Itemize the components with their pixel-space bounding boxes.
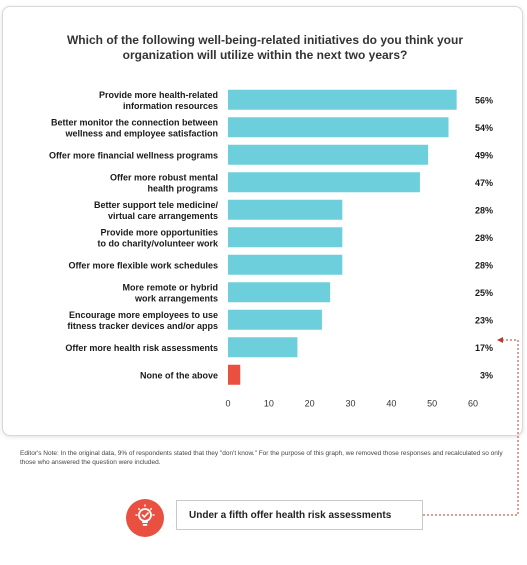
x-tick-label: 20: [305, 399, 315, 409]
category-label: Encourage more employees to use fitness t…: [67, 310, 218, 331]
bar: [228, 117, 449, 138]
bar-chart: Provide more health-related information r…: [49, 89, 493, 409]
bar: [228, 144, 429, 165]
x-tick-label: 40: [386, 399, 396, 409]
lightbulb-icon: [125, 498, 165, 538]
x-tick-label: 50: [427, 399, 437, 409]
value-label: 28%: [475, 233, 493, 243]
value-label: 47%: [475, 178, 493, 188]
value-label: 28%: [475, 260, 493, 270]
category-label: Offer more health risk assessments: [65, 343, 218, 353]
chart-title: Which of the following well-being-relate…: [30, 33, 500, 63]
bar: [228, 199, 343, 220]
bar: [228, 172, 420, 193]
value-label: 23%: [475, 315, 493, 325]
value-label: 49%: [475, 150, 493, 160]
category-label: Better monitor the connection between wel…: [51, 117, 218, 138]
chart-title-line-2: organization will utilize within the nex…: [122, 48, 408, 62]
value-label: 3%: [480, 370, 493, 380]
bar: [228, 364, 241, 385]
category-label: More remote or hybrid work arrangements: [122, 282, 218, 303]
value-label: 25%: [475, 288, 493, 298]
category-label: Offer more robust mental health programs: [110, 172, 218, 193]
category-label: Provide more health-related information r…: [99, 90, 218, 111]
chart-card: [2, 6, 523, 436]
category-label: Offer more flexible work schedules: [68, 260, 218, 270]
bar: [228, 227, 343, 248]
value-label: 28%: [475, 205, 493, 215]
bar: [228, 337, 298, 358]
chart-title-line-1: Which of the following well-being-relate…: [66, 33, 463, 47]
x-tick-label: 10: [264, 399, 274, 409]
x-tick-label: 60: [468, 399, 478, 409]
callout-text: Under a fifth offer health risk assessme…: [189, 510, 392, 521]
value-label: 56%: [475, 95, 493, 105]
category-label: Offer more financial wellness programs: [49, 150, 218, 160]
x-tick-label: 0: [225, 399, 230, 409]
category-label: Better support tele medicine/virtual car…: [94, 200, 219, 221]
category-label: None of the above: [140, 370, 218, 380]
value-label: 54%: [475, 123, 493, 133]
x-tick-label: 30: [345, 399, 355, 409]
editors-note: Editor's Note: In the original data, 9% …: [20, 450, 503, 466]
value-label: 17%: [475, 343, 493, 353]
bar: [228, 89, 457, 110]
bar: [228, 282, 331, 303]
bar: [228, 309, 322, 330]
callout-box: Under a fifth offer health risk assessme…: [176, 500, 423, 530]
bar: [228, 254, 343, 275]
category-label: Provide more opportunities to do charity/…: [97, 227, 219, 248]
